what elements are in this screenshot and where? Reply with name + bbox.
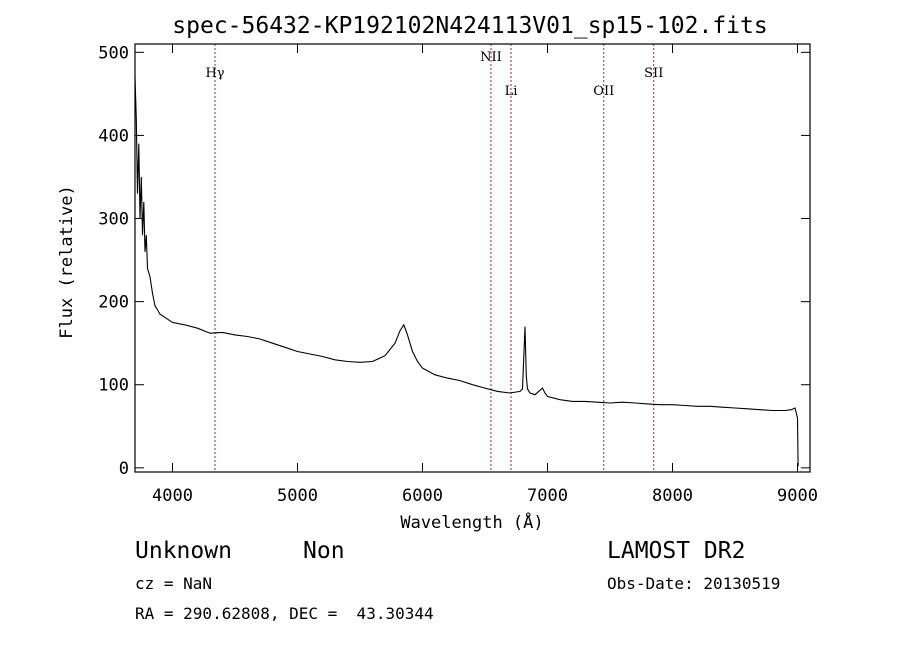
x-axis-label: Wavelength (Å) (400, 511, 543, 533)
chart-title: spec-56432-KP192102N424113V01_sp15-102.f… (172, 13, 767, 39)
y-axis-label: Flux (relative) (57, 185, 77, 339)
x-tick-label-9000: 9000 (777, 486, 818, 506)
x-tick-label-6000: 6000 (402, 486, 443, 506)
obs-date: Obs-Date: 20130519 (607, 574, 781, 593)
class-label: Unknown (135, 538, 232, 564)
plot-frame (134, 43, 811, 473)
x-tick-label-4000: 4000 (152, 486, 193, 506)
y-tick-label-0: 0 (119, 459, 129, 479)
y-tick-label-500: 500 (98, 43, 129, 63)
cz-value: cz = NaN (135, 574, 213, 593)
line-marker-label-1: Hγ (205, 66, 224, 81)
y-tick-label-200: 200 (98, 293, 129, 313)
x-tick-label-7000: 7000 (527, 486, 568, 506)
spectrum-line-1 (134, 77, 799, 467)
line-marker-label-5: SII (644, 66, 663, 81)
line-marker-label-3: Li (505, 84, 518, 99)
y-tick-label-400: 400 (98, 126, 129, 146)
coordinates: RA = 290.62808, DEC = 43.30344 (135, 604, 434, 623)
x-tick-label-5000: 5000 (277, 486, 318, 506)
y-tick-label-300: 300 (98, 210, 129, 230)
y-tick-label-100: 100 (98, 376, 129, 396)
survey-label: LAMOST DR2 (607, 538, 746, 564)
x-tick-label-8000: 8000 (652, 486, 693, 506)
subclass-label: Non (303, 538, 345, 564)
line-marker-label-2: NII (480, 50, 502, 65)
line-marker-label-4: OII (593, 84, 614, 99)
